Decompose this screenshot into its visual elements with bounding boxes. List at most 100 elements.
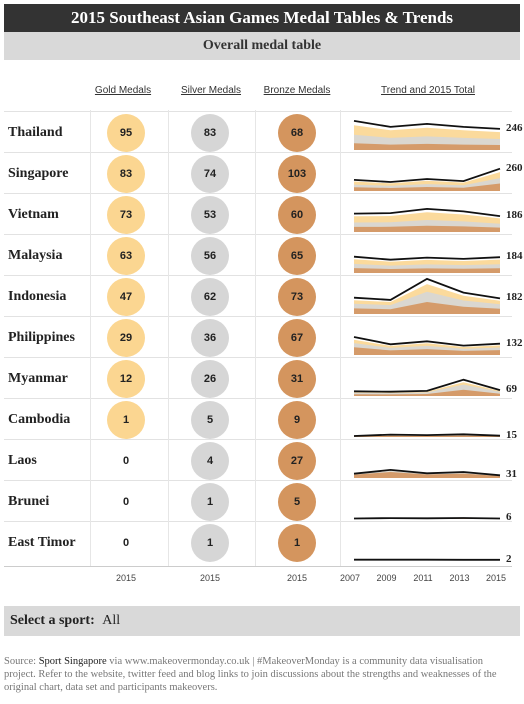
country-name: Vietnam (8, 207, 59, 222)
table-row: Brunei 0 1 5 6 (4, 480, 512, 524)
source-prefix: Source: (4, 656, 39, 667)
bronze-area (354, 143, 500, 150)
gold-column-header: Gold Medals (94, 85, 152, 96)
trend-sparkline (353, 517, 501, 520)
country-name: East Timor (8, 535, 76, 550)
bronze-area (354, 183, 500, 191)
country-name: Malaysia (8, 248, 63, 263)
bronze-medal-count: 31 (278, 359, 316, 398)
page-subtitle: Overall medal table (4, 32, 520, 60)
total-2015-label: 182 (506, 291, 523, 304)
silver-medal-count: 56 (191, 236, 229, 275)
country-name: Singapore (8, 166, 69, 181)
table-row: Vietnam 73 53 60 186 (4, 193, 523, 235)
total-trend-line (353, 378, 501, 393)
bronze-area (354, 435, 500, 437)
table-row: East Timor 0 1 1 2 (4, 521, 512, 565)
source-body: via www.makeovermonday.co.uk | #Makeover… (4, 656, 497, 693)
table-row: Singapore 83 74 103 260 (4, 152, 523, 194)
silver-medal-count: 5 (191, 400, 229, 439)
total-trend-line (353, 120, 501, 130)
total-2015-label: 69 (506, 383, 517, 396)
table-row: Philippines 29 36 67 132 (4, 316, 523, 358)
total-trend-line (353, 207, 501, 217)
trend-sparkline (354, 558, 500, 561)
trend-sparkline (353, 277, 501, 314)
sport-filter[interactable]: Select a sport: All (4, 606, 520, 636)
gold-medal-count: 83 (107, 154, 145, 193)
bronze-area (354, 389, 500, 396)
sport-filter-value[interactable]: All (102, 613, 121, 628)
table-row: Malaysia 63 56 65 184 (4, 234, 523, 276)
bronze-medal-count: 1 (278, 523, 316, 562)
bronze-area (354, 347, 500, 355)
total-2015-label: 184 (506, 250, 523, 263)
gold-medal-count: 0 (122, 454, 130, 467)
bronze-medal-count: 67 (278, 318, 316, 357)
country-name: Philippines (8, 330, 75, 345)
bronze-area (354, 225, 500, 232)
total-trend-line (353, 277, 501, 301)
total-trend-line (353, 468, 501, 477)
source-note: Source: Sport Singapore via www.makeover… (4, 655, 514, 694)
trend-year-tick: 2015 (485, 573, 507, 583)
trend-year-tick: 2013 (449, 573, 470, 583)
country-name: Indonesia (8, 289, 67, 304)
trend-sparkline (353, 120, 501, 150)
trend-sparkline (353, 336, 501, 355)
bronze-area (354, 268, 500, 273)
table-row: Cambodia 1 5 9 15 (4, 398, 517, 441)
table-row: Laos 0 4 27 31 (4, 439, 517, 481)
country-name: Cambodia (8, 412, 71, 427)
country-name: Myanmar (8, 371, 68, 386)
silver-column-header: Silver Medals (180, 85, 242, 96)
bronze-medal-count: 27 (278, 441, 316, 480)
trend-year-tick: 2011 (413, 573, 433, 583)
total-2015-label: 260 (506, 161, 523, 174)
silver-medal-count: 74 (191, 154, 229, 193)
country-name: Thailand (8, 125, 63, 140)
bronze-medal-count: 5 (278, 482, 316, 521)
medal-year-label: 2015 (199, 573, 221, 583)
silver-medal-count: 62 (191, 277, 229, 316)
table-row: Indonesia 47 62 73 182 (4, 275, 523, 317)
total-2015-label: 132 (506, 336, 523, 349)
source-name[interactable]: Sport Singapore (38, 656, 107, 667)
gold-medal-count: 29 (107, 318, 145, 357)
table-row: Thailand 95 83 68 246 (4, 111, 523, 153)
silver-medal-count: 1 (191, 482, 229, 521)
column-divider (90, 110, 91, 566)
trend-sparkline (353, 433, 501, 437)
gold-medal-count: 73 (107, 195, 145, 234)
bronze-medal-count: 65 (278, 236, 316, 275)
bronze-medal-count: 9 (278, 400, 316, 439)
total-2015-label: 2 (506, 552, 512, 565)
silver-medal-count: 1 (191, 523, 229, 562)
silver-medal-count: 83 (191, 113, 229, 152)
medal-year-label: 2015 (115, 573, 137, 583)
trend-sparkline (353, 207, 501, 232)
total-trend-line (353, 255, 501, 261)
total-2015-label: 6 (506, 511, 512, 524)
trend-sparkline (353, 167, 501, 191)
total-2015-label: 246 (506, 121, 523, 134)
sport-filter-label: Select a sport: (10, 613, 95, 628)
bronze-medal-count: 103 (278, 154, 316, 193)
total-2015-label: 15 (506, 428, 517, 441)
table-row: Myanmar 12 26 31 69 (4, 357, 517, 399)
gold-medal-count: 63 (107, 236, 145, 275)
x-axis-line (4, 566, 512, 567)
trend-sparkline (353, 255, 501, 273)
silver-medal-count: 4 (191, 441, 229, 480)
gold-medal-count: 12 (107, 359, 145, 398)
bronze-medal-count: 60 (278, 195, 316, 234)
column-divider (255, 110, 256, 566)
gold-medal-count: 1 (107, 400, 145, 439)
bronze-area (354, 302, 500, 314)
gold-medal-count: 0 (122, 495, 130, 508)
page-title: 2015 Southeast Asian Games Medal Tables … (4, 4, 520, 32)
medal-year-label: 2015 (286, 573, 308, 583)
trend-sparkline (353, 378, 501, 396)
country-name: Brunei (8, 494, 50, 509)
bronze-medal-count: 68 (278, 113, 316, 152)
